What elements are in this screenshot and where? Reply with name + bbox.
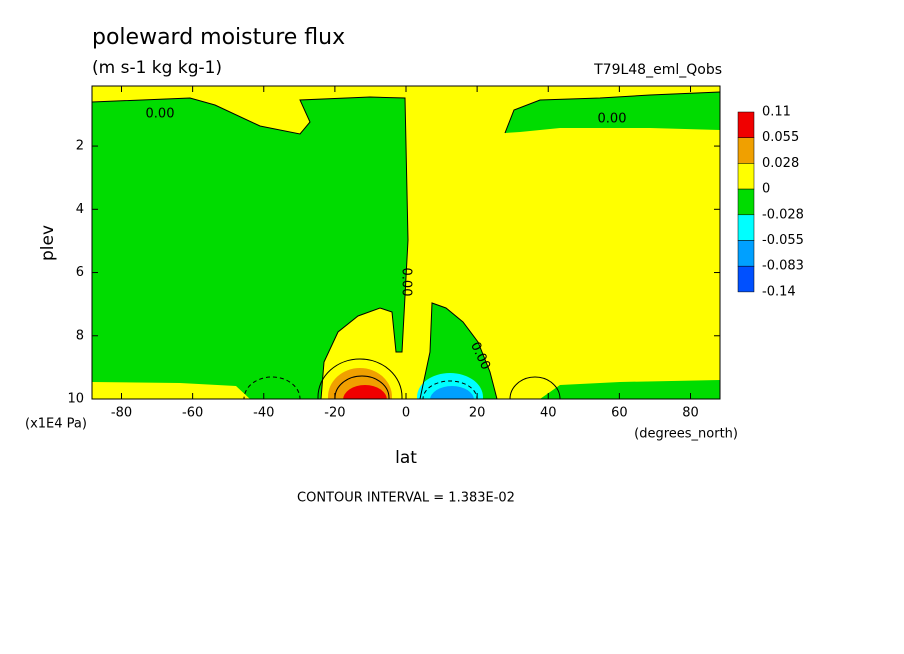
contour-line (317, 358, 403, 399)
colorbar-label: -0.083 (762, 259, 804, 274)
colorbar-box (737, 214, 755, 241)
contour-field (92, 86, 720, 399)
colorbar-box (737, 137, 755, 164)
x-unit: (degrees_north) (634, 427, 738, 442)
colorbar-label: 0.028 (762, 156, 799, 171)
y-axis-label: plev (38, 225, 58, 261)
x-tick-label: 80 (682, 406, 699, 421)
contour-line (422, 380, 478, 399)
x-tick-label: 40 (540, 406, 557, 421)
colorbar-box (737, 188, 755, 216)
colorbar-label: 0 (762, 182, 770, 197)
contour-line (504, 91, 720, 134)
x-tick-label: 20 (469, 406, 486, 421)
x-tick-label: -40 (253, 406, 274, 421)
x-tick-label: -20 (324, 406, 345, 421)
contour-line (92, 96, 409, 399)
run-label: T79L48_eml_Qobs (593, 62, 722, 78)
chart-title: poleward moisture flux (92, 25, 345, 50)
contour-line (509, 376, 561, 399)
contour-label: 0.00 (598, 112, 627, 127)
chart-subtitle: (m s-1 kg kg-1) (92, 58, 222, 78)
contour-region (430, 386, 474, 399)
colorbar-box (737, 265, 755, 293)
contour-label: 0.00 (146, 107, 175, 122)
colorbar-label: -0.028 (762, 207, 804, 222)
colorbar-label: -0.14 (762, 284, 796, 299)
contour-region (505, 92, 720, 133)
contour-line (419, 302, 498, 399)
y-unit: (x1E4 Pa) (25, 417, 87, 432)
colorbar-label: 0.055 (762, 130, 799, 145)
y-tick-label: 8 (76, 328, 84, 343)
colorbar-label: 0.11 (762, 105, 791, 120)
y-tick-label: 2 (76, 139, 84, 154)
contour-region (343, 385, 387, 399)
x-tick-label: -60 (182, 406, 203, 421)
x-tick-label: 0 (402, 406, 410, 421)
contour-region (92, 97, 408, 399)
colorbar-box (737, 240, 755, 267)
y-tick-label: 10 (67, 392, 84, 407)
colorbar-box (737, 111, 755, 138)
colorbar-box (737, 163, 755, 190)
x-tick-label: 60 (611, 406, 628, 421)
x-tick-label: -80 (111, 406, 132, 421)
contour-region (540, 380, 720, 399)
x-axis-label: lat (395, 448, 417, 468)
y-tick-label: 6 (76, 265, 84, 280)
y-tick-label: 4 (76, 202, 84, 217)
contour-label: 0.00 (399, 268, 414, 297)
colorbar-label: -0.055 (762, 233, 804, 248)
footnote: CONTOUR INTERVAL = 1.383E-02 (297, 491, 515, 506)
